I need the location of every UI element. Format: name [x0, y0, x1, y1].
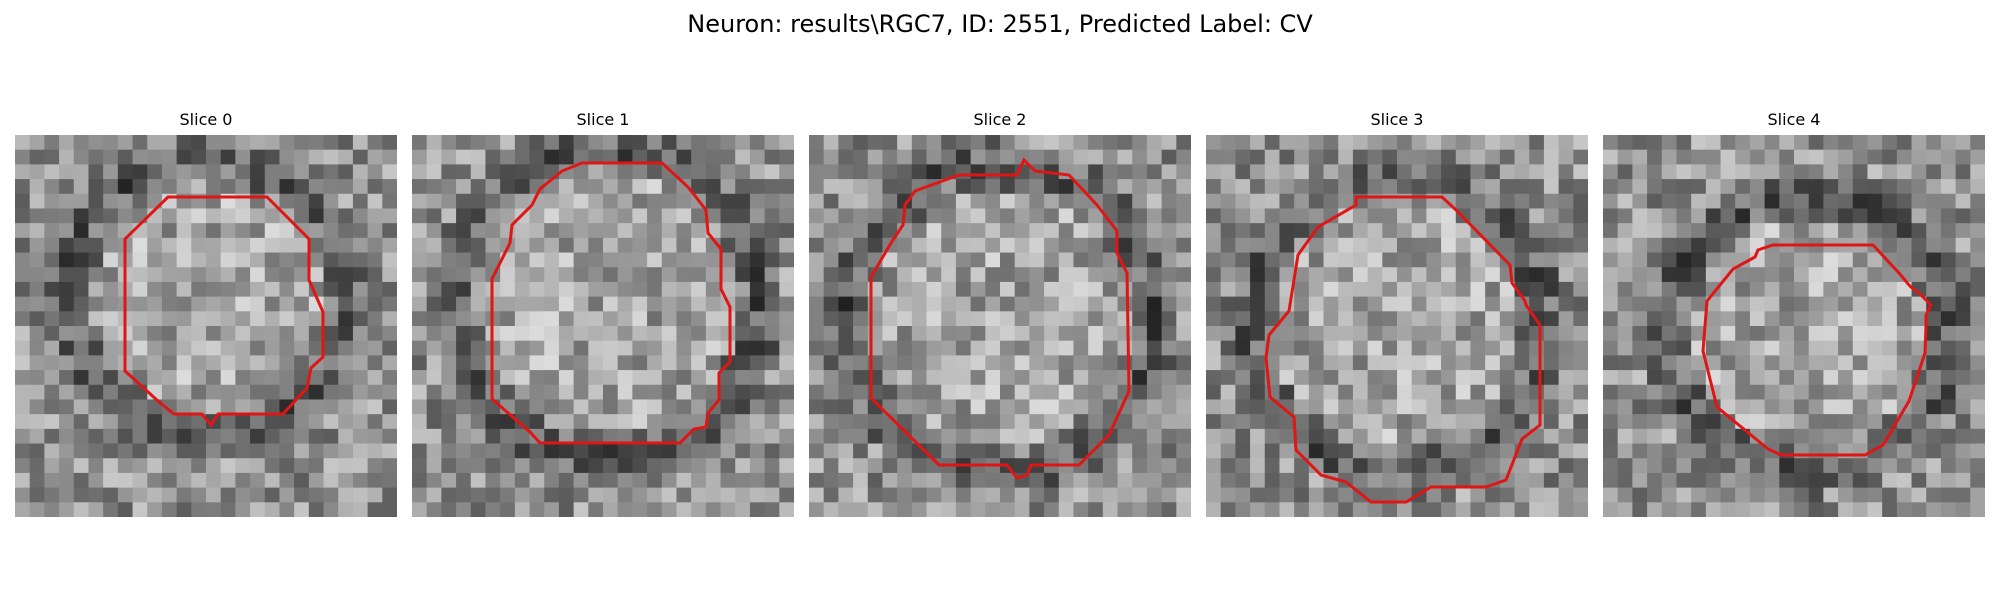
grayscale-pixel-grid — [1603, 135, 1985, 517]
slice-panel-0: Slice 0 — [15, 110, 397, 520]
slice-image — [1206, 135, 1588, 517]
grayscale-pixel-grid — [15, 135, 397, 517]
figure-title: Neuron: results\RGC7, ID: 2551, Predicte… — [687, 10, 1313, 38]
grayscale-pixel-grid — [1206, 135, 1588, 517]
neuron-contour — [869, 157, 1131, 480]
slice-image — [1603, 135, 1985, 517]
slice-title: Slice 2 — [973, 110, 1027, 129]
slice-title: Slice 1 — [576, 110, 630, 129]
neuron-contour — [123, 195, 325, 428]
slice-title: Slice 3 — [1370, 110, 1424, 129]
slice-title: Slice 0 — [179, 110, 233, 129]
grayscale-pixel-grid — [809, 135, 1191, 517]
slice-panel-1: Slice 1 — [412, 110, 794, 520]
slice-image — [15, 135, 397, 517]
slice-panel-3: Slice 3 — [1206, 110, 1588, 520]
neuron-contour — [490, 161, 732, 445]
grayscale-pixel-grid — [412, 135, 794, 517]
neuron-contour — [1701, 243, 1933, 457]
slice-panel-4: Slice 4 — [1603, 110, 1985, 520]
neuron-contour — [1264, 195, 1542, 504]
slice-image — [809, 135, 1191, 517]
slice-image — [412, 135, 794, 517]
slice-title: Slice 4 — [1767, 110, 1821, 129]
slice-panel-2: Slice 2 — [809, 110, 1191, 520]
